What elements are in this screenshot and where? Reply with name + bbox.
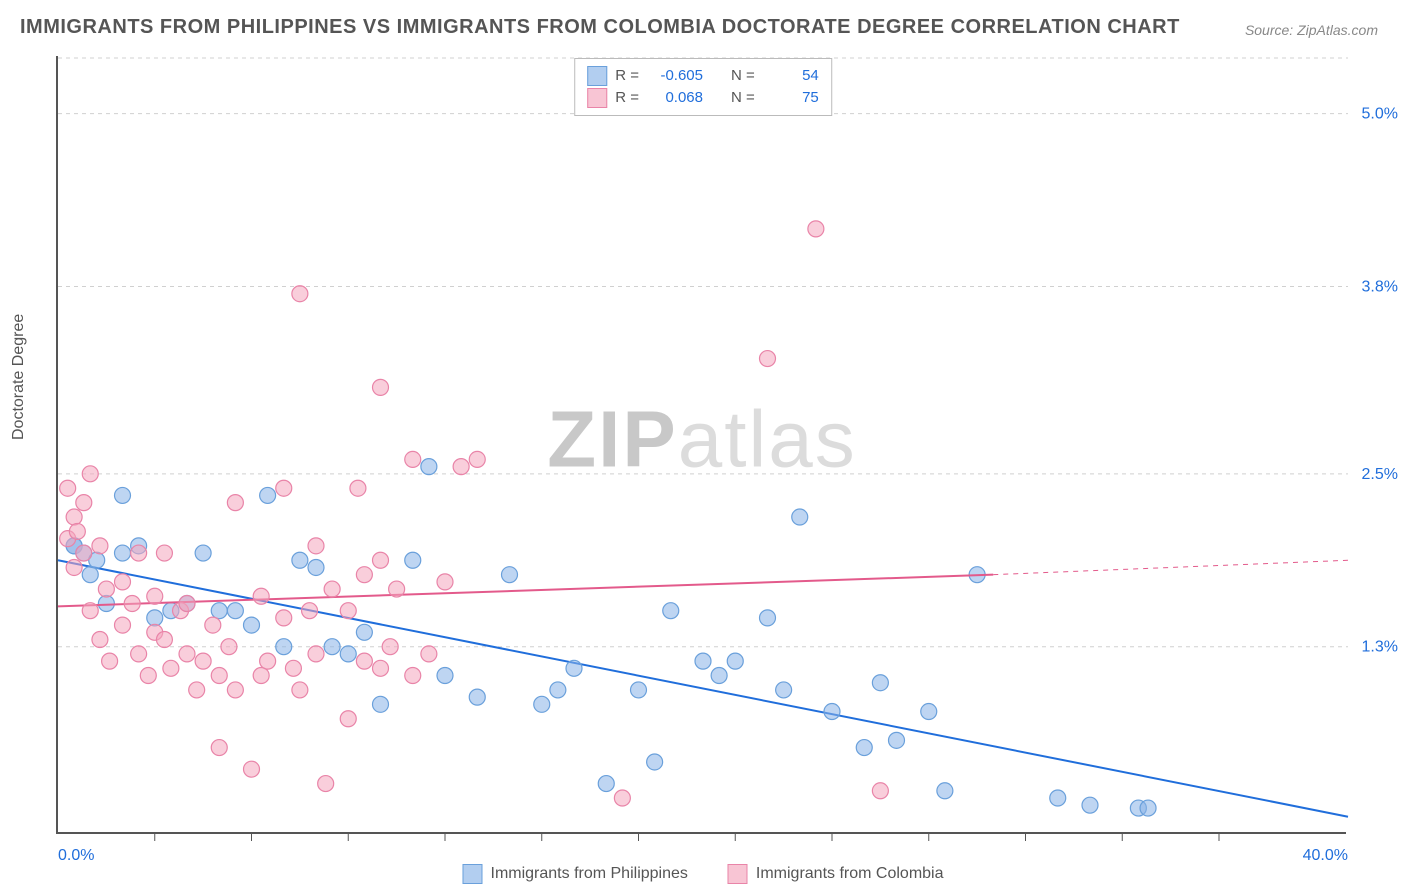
legend-item-colombia: Immigrants from Colombia: [728, 864, 944, 884]
chart-title: IMMIGRANTS FROM PHILIPPINES VS IMMIGRANT…: [20, 16, 1180, 39]
svg-text:1.3%: 1.3%: [1362, 639, 1398, 656]
r-label: R =: [615, 87, 639, 109]
svg-text:40.0%: 40.0%: [1303, 847, 1348, 864]
n-label: N =: [731, 65, 755, 87]
swatch-colombia: [587, 88, 607, 108]
correlation-row-philippines: R = -0.605 N = 54: [587, 65, 819, 87]
svg-text:0.0%: 0.0%: [58, 847, 94, 864]
legend-label-colombia: Immigrants from Colombia: [756, 865, 944, 883]
svg-text:2.5%: 2.5%: [1362, 466, 1398, 483]
legend-item-philippines: Immigrants from Philippines: [462, 864, 687, 884]
swatch-philippines: [587, 66, 607, 86]
correlation-legend: R = -0.605 N = 54 R = 0.068 N = 75: [574, 58, 832, 116]
chart-container: IMMIGRANTS FROM PHILIPPINES VS IMMIGRANT…: [0, 0, 1406, 892]
correlation-row-colombia: R = 0.068 N = 75: [587, 87, 819, 109]
svg-text:3.8%: 3.8%: [1362, 279, 1398, 296]
n-label: N =: [731, 87, 755, 109]
source-attribution: Source: ZipAtlas.com: [1245, 22, 1378, 38]
swatch-philippines: [462, 864, 482, 884]
r-value-colombia: 0.068: [647, 87, 703, 109]
r-label: R =: [615, 65, 639, 87]
legend-label-philippines: Immigrants from Philippines: [490, 865, 687, 883]
svg-text:5.0%: 5.0%: [1362, 106, 1398, 123]
series-legend: Immigrants from Philippines Immigrants f…: [462, 864, 943, 884]
plot-svg: 1.3%2.5%3.8%5.0%0.0%40.0%: [58, 56, 1348, 834]
n-value-philippines: 54: [763, 65, 819, 87]
n-value-colombia: 75: [763, 87, 819, 109]
plot-area: ZIPatlas 1.3%2.5%3.8%5.0%0.0%40.0%: [56, 56, 1346, 834]
y-axis-label: Doctorate Degree: [10, 314, 28, 440]
r-value-philippines: -0.605: [647, 65, 703, 87]
swatch-colombia: [728, 864, 748, 884]
